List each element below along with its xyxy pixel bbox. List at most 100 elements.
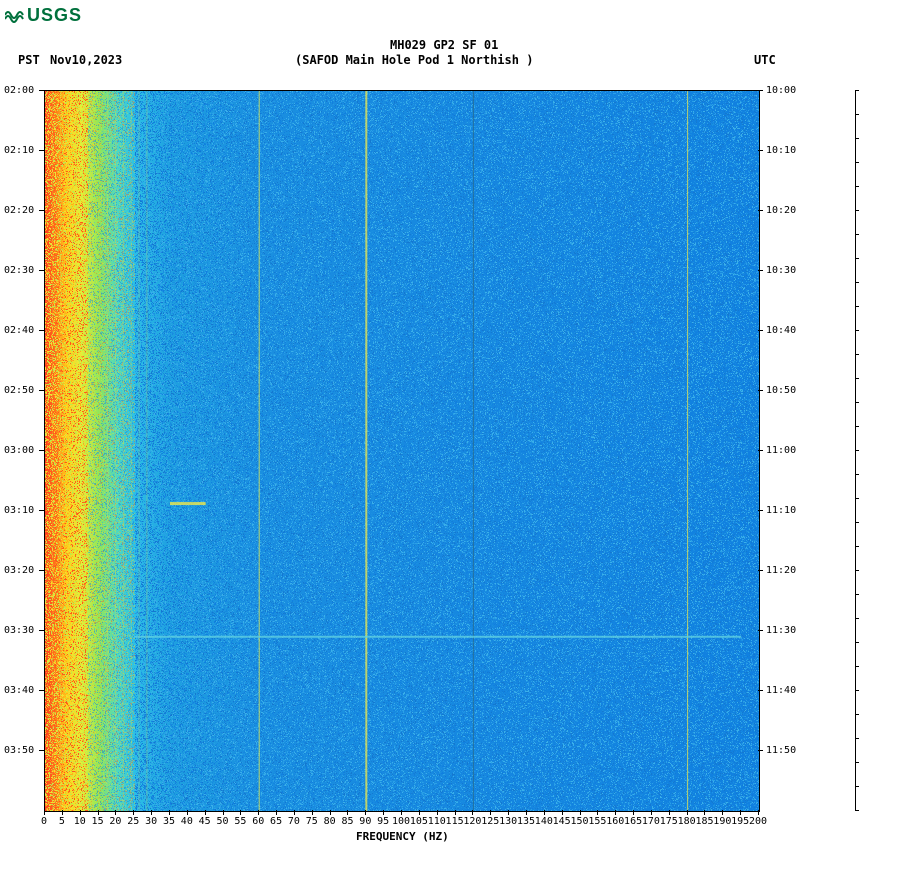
x-tick: [133, 810, 134, 815]
y-left-tick: [39, 630, 44, 631]
y-left-tick-label: 03:20: [4, 565, 34, 576]
y-right-tick: [758, 90, 763, 91]
x-tick: [669, 810, 670, 815]
usgs-wave-icon: [5, 9, 25, 23]
y-left-tick: [39, 150, 44, 151]
x-tick-label: 35: [163, 816, 175, 827]
x-tick: [294, 810, 295, 815]
x-tick-label: 90: [359, 816, 371, 827]
spectrogram-plot: [44, 90, 760, 812]
x-tick-label: 65: [270, 816, 282, 827]
x-tick-label: 125: [481, 816, 499, 827]
left-timezone-label: PST: [18, 53, 40, 67]
usgs-logo-text: USGS: [27, 5, 82, 26]
y-left-tick-label: 03:00: [4, 445, 34, 456]
y-right-tick: [758, 270, 763, 271]
x-tick-label: 55: [234, 816, 246, 827]
plot-title-line1: MH029 GP2 SF 01: [390, 38, 498, 52]
x-tick-label: 120: [463, 816, 481, 827]
colorbar-scale: [855, 90, 857, 810]
y-right-tick: [758, 150, 763, 151]
x-tick: [187, 810, 188, 815]
x-axis-label: FREQUENCY (HZ): [356, 830, 449, 843]
x-tick: [508, 810, 509, 815]
x-tick-label: 200: [749, 816, 767, 827]
y-right-tick-label: 10:30: [766, 265, 796, 276]
x-tick-label: 25: [127, 816, 139, 827]
x-tick-label: 150: [571, 816, 589, 827]
y-left-tick: [39, 210, 44, 211]
y-right-tick-label: 10:00: [766, 85, 796, 96]
plot-title-line2: (SAFOD Main Hole Pod 1 Northish ): [295, 53, 533, 67]
y-right-tick: [758, 390, 763, 391]
y-right-tick-label: 10:50: [766, 385, 796, 396]
y-left-tick-label: 02:50: [4, 385, 34, 396]
y-left-tick-label: 03:30: [4, 625, 34, 636]
x-tick-label: 140: [535, 816, 553, 827]
y-right-tick-label: 11:50: [766, 745, 796, 756]
x-tick: [151, 810, 152, 815]
y-right-tick-label: 11:10: [766, 505, 796, 516]
y-left-tick-label: 03:40: [4, 685, 34, 696]
y-left-tick: [39, 90, 44, 91]
x-tick-label: 135: [517, 816, 535, 827]
x-tick-label: 10: [74, 816, 86, 827]
y-left-tick: [39, 690, 44, 691]
date-label: Nov10,2023: [50, 53, 122, 67]
x-tick: [205, 810, 206, 815]
y-left-tick: [39, 330, 44, 331]
y-right-tick-label: 11:20: [766, 565, 796, 576]
x-tick: [44, 810, 45, 815]
x-tick: [597, 810, 598, 815]
x-tick-label: 30: [145, 816, 157, 827]
x-tick-label: 175: [660, 816, 678, 827]
y-right-tick-label: 11:40: [766, 685, 796, 696]
y-right-tick-label: 10:10: [766, 145, 796, 156]
x-tick-label: 45: [199, 816, 211, 827]
x-tick: [437, 810, 438, 815]
y-right-tick-label: 11:30: [766, 625, 796, 636]
y-right-tick-label: 10:20: [766, 205, 796, 216]
x-tick: [455, 810, 456, 815]
x-tick: [383, 810, 384, 815]
x-tick-label: 105: [410, 816, 428, 827]
x-tick: [62, 810, 63, 815]
x-tick: [240, 810, 241, 815]
x-tick: [651, 810, 652, 815]
x-tick: [615, 810, 616, 815]
y-left-tick: [39, 750, 44, 751]
x-tick-label: 60: [252, 816, 264, 827]
y-right-tick: [758, 210, 763, 211]
x-tick: [704, 810, 705, 815]
x-tick: [401, 810, 402, 815]
x-tick: [80, 810, 81, 815]
x-tick: [276, 810, 277, 815]
x-tick: [740, 810, 741, 815]
x-tick-label: 195: [731, 816, 749, 827]
x-tick: [312, 810, 313, 815]
x-tick-label: 85: [341, 816, 353, 827]
x-tick: [115, 810, 116, 815]
x-tick-label: 190: [713, 816, 731, 827]
x-tick-label: 130: [499, 816, 517, 827]
x-tick-label: 75: [306, 816, 318, 827]
y-left-tick-label: 03:50: [4, 745, 34, 756]
x-tick-label: 185: [695, 816, 713, 827]
x-tick: [472, 810, 473, 815]
x-tick-label: 170: [642, 816, 660, 827]
y-left-tick: [39, 510, 44, 511]
x-tick: [633, 810, 634, 815]
x-tick: [526, 810, 527, 815]
x-tick-label: 100: [392, 816, 410, 827]
x-tick: [223, 810, 224, 815]
y-right-tick: [758, 330, 763, 331]
y-right-tick: [758, 450, 763, 451]
right-timezone-label: UTC: [754, 53, 776, 67]
x-tick-label: 155: [588, 816, 606, 827]
y-left-tick-label: 02:00: [4, 85, 34, 96]
y-left-tick: [39, 570, 44, 571]
x-tick: [687, 810, 688, 815]
x-tick-label: 145: [553, 816, 571, 827]
y-left-tick-label: 02:40: [4, 325, 34, 336]
x-tick-label: 180: [678, 816, 696, 827]
